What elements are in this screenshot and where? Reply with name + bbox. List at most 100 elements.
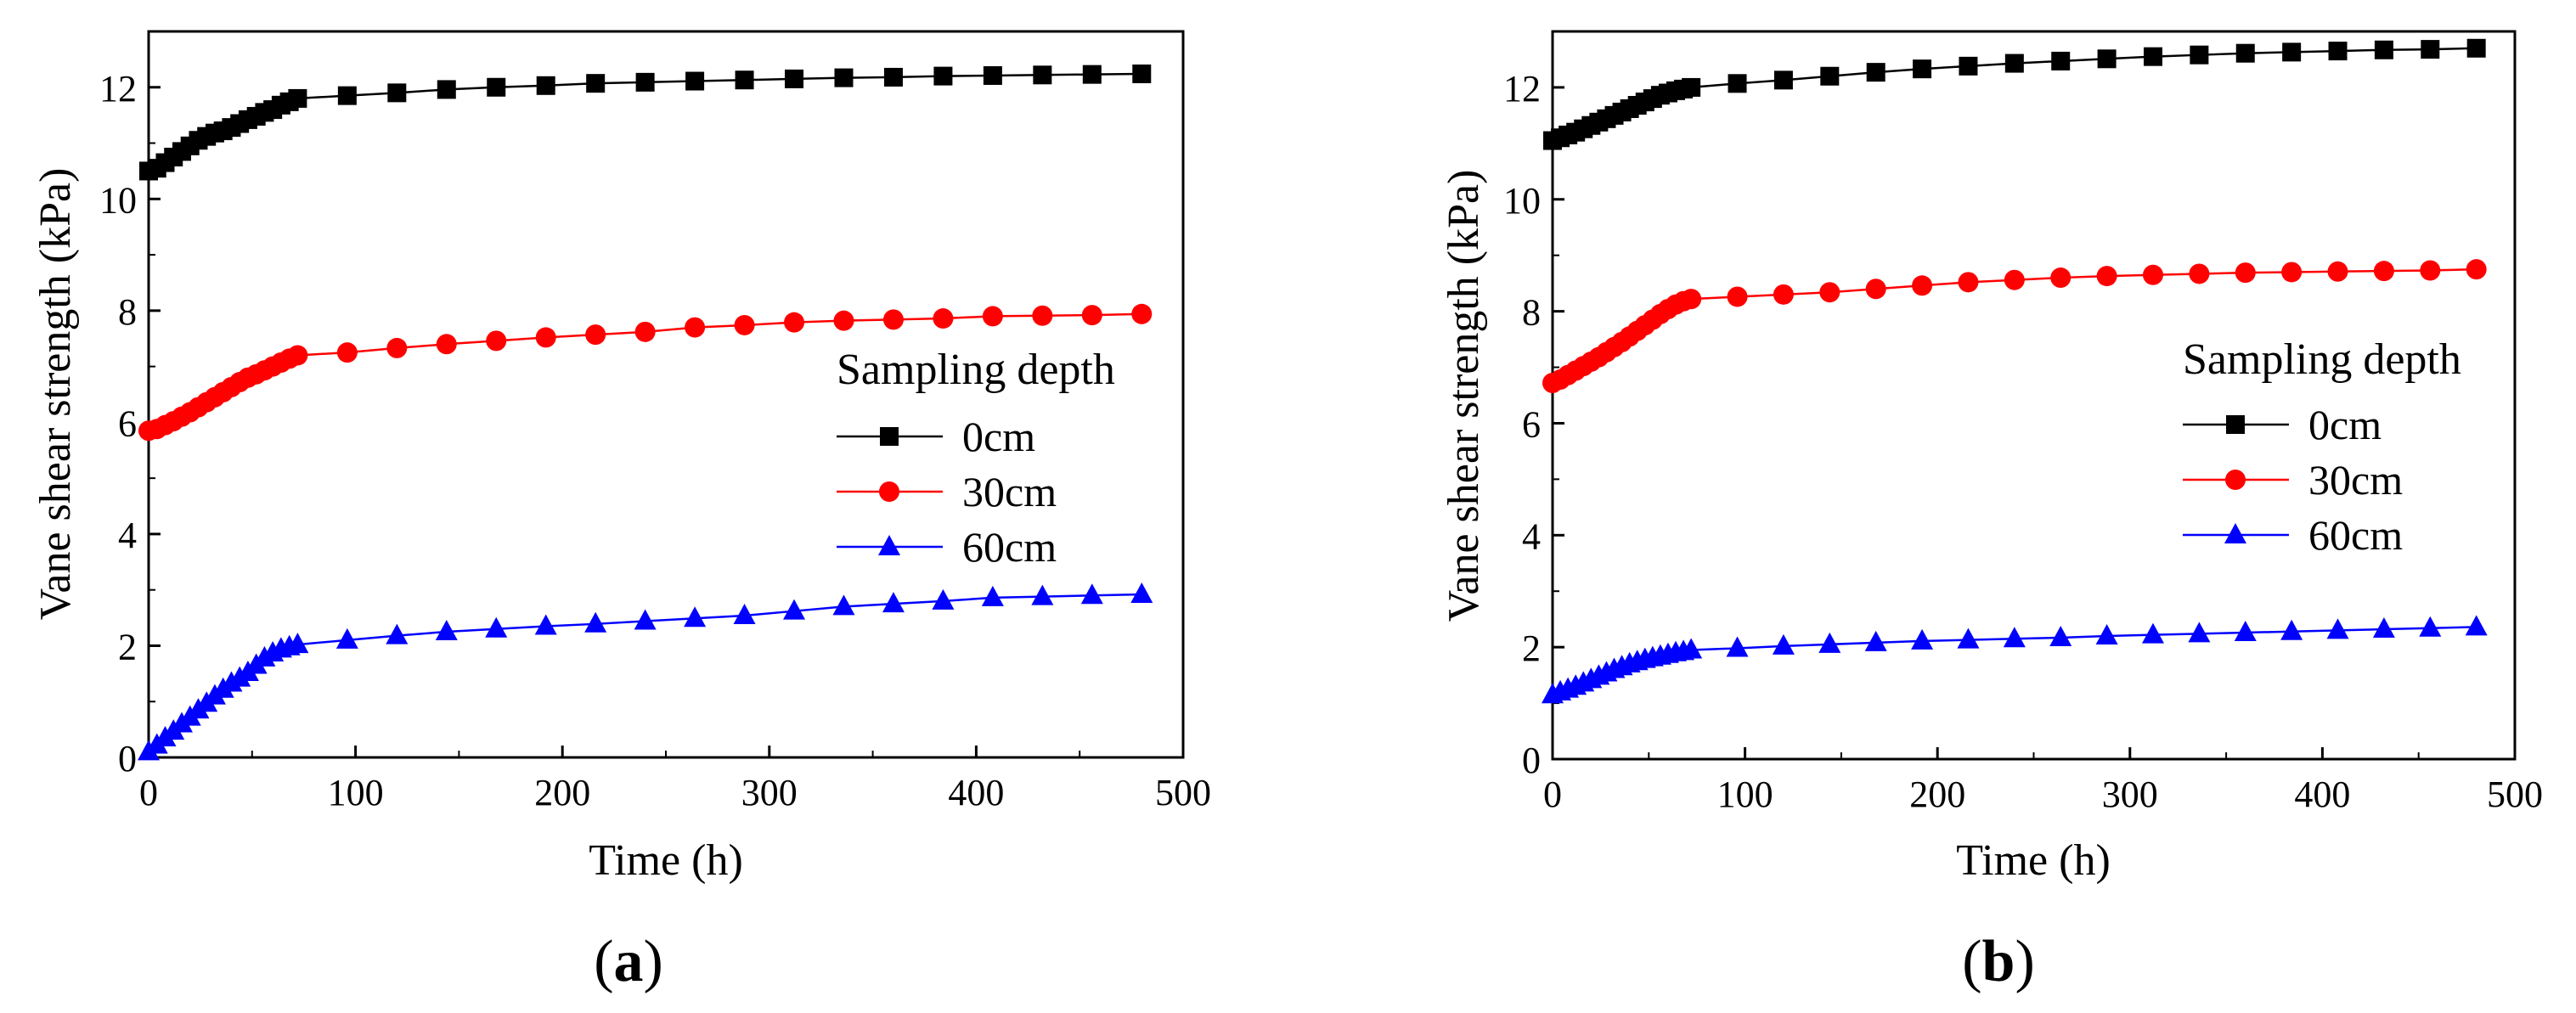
panel-b-data-point-0cm [1773,70,1793,90]
panel-a-y-tick-label: 12 [99,68,137,110]
panel-a-caption: (a) [594,929,663,994]
panel-b-legend-label: 0cm [2308,401,2382,448]
panel-a-legend: Sampling depth 0cm 30cm 60cm [837,346,1115,571]
panel-a-data-point-60cm [932,588,955,610]
panel-b-x-tick-label: 100 [1717,774,1773,815]
panel-b-data-point-60cm [1864,630,1887,651]
panel-b-legend-title: Sampling depth [2183,335,2461,384]
panel-a-data-point-30cm [535,327,556,348]
panel-b-x-tick-label: 300 [2102,774,2158,815]
panel-a-series [138,64,1153,761]
panel-b-caption-letter: b [1982,929,2015,994]
panel-b-data-point-30cm [2096,266,2117,287]
panel-b-y-tick-label: 10 [1503,180,1541,222]
panel-b-data-point-60cm [2280,619,2303,640]
panel-a-legend-marker [880,427,899,446]
panel-a-data-point-30cm [287,345,308,366]
panel-a-data-point-30cm [585,324,606,346]
panel-b-legend-label: 30cm [2308,456,2403,504]
panel-b-data-point-60cm [1911,628,1934,650]
panel-b-data-point-0cm [2466,38,2486,58]
panel-a-data-point-30cm [734,314,755,335]
panel-b-data-point-60cm [2234,621,2257,642]
panel-a-caption-open: ( [594,929,613,994]
panel-a-data-point-0cm [487,77,506,97]
panel-b-data-point-0cm [2374,40,2393,59]
panel-a-y-ticks: 0 2 4 6 8 10 12 [99,68,161,779]
panel-a-data-point-30cm [882,309,904,330]
panel-a-data-point-30cm [1131,303,1153,324]
panel-b-legend-entries: 0cm 30cm 60cm [2183,401,2403,559]
panel-b-caption-open: ( [1962,929,1981,994]
panel-a-data-point-60cm [534,614,557,635]
panel-b-y-tick-label: 8 [1522,292,1541,334]
panel-a-data-point-0cm [437,80,456,99]
panel-a-data-point-30cm [486,330,507,352]
panel-b-legend-label: 60cm [2308,511,2403,559]
panel-a-data-point-0cm [288,88,307,108]
panel-b-data-point-30cm [2420,260,2441,281]
panel-a-legend-marker [878,535,900,555]
panel-b-x-ticks: 0 100 200 300 400 500 [1543,747,2543,815]
panel-b-x-tick-label: 500 [2487,774,2543,815]
panel-b-series-30cm [1542,259,2487,393]
panel-a-data-point-0cm [685,71,705,91]
panel-b-data-point-30cm [2235,262,2256,284]
panel-a-legend-label: 30cm [962,468,1057,515]
panel-b-data-point-0cm [2051,51,2071,70]
panel-b-data-point-60cm [1957,627,1980,649]
panel-b-series-0cm [1543,38,2486,150]
panel-a-y-tick-label: 8 [118,291,137,333]
panel-b-data-point-60cm [2049,625,2072,646]
panel-b-data-point-0cm [2421,40,2440,59]
panel-b-y-tick-label: 12 [1503,68,1541,110]
panel-b-data-point-30cm [1958,272,1979,293]
panel-a-y-tick-label: 0 [118,738,137,779]
panel-a-data-point-60cm [981,585,1004,606]
panel-a-caption-letter: a [614,929,644,994]
panel-a-data-point-60cm [485,616,508,638]
panel-b-data-point-30cm [2281,262,2303,283]
panel-a-data-point-60cm [684,606,707,627]
panel-a-data-point-60cm [1080,583,1103,605]
panel-a-y-tick-label: 2 [118,626,137,667]
panel-a-data-point-0cm [785,69,804,88]
panel-a-data-point-60cm [783,599,806,620]
panel-a-data-point-60cm [1031,584,1054,605]
panel-a-data-point-0cm [933,66,953,86]
panel-b-y-ticks: 0 2 4 6 8 10 12 [1503,68,1564,781]
panel-b-data-point-0cm [2190,45,2209,65]
panel-a-data-point-60cm [634,609,657,630]
panel-a-caption-close: ) [644,929,663,994]
panel-a-data-point-60cm [435,620,458,641]
panel-b-data-point-0cm [2143,47,2162,66]
panel-b-data-point-0cm [1959,56,1978,76]
panel-a-data-point-60cm [386,623,409,644]
panel-b-data-point-0cm [2282,42,2302,62]
panel-a-x-tick-label: 500 [1155,772,1211,813]
panel-a-x-tick-label: 200 [534,772,590,813]
panel-b-legend-entry-0cm: 0cm [2183,401,2382,448]
panel-a-series-30cm [138,303,1153,442]
panel-b-legend-marker [2226,415,2245,434]
panel-b-legend-entry-60cm: 60cm [2183,511,2403,559]
panel-b-legend-marker [2224,523,2246,543]
panel-a-series-0cm [139,64,1152,181]
panel-a-data-point-60cm [584,611,607,633]
panel-a-data-point-30cm [685,317,706,338]
panel-b-y-tick-label: 2 [1522,627,1541,669]
panel-a-legend-entry-60cm: 60cm [837,523,1057,571]
panel-a-data-point-60cm [733,603,756,624]
panel-a-y-tick-label: 6 [118,402,137,444]
panel-b-x-tick-label: 400 [2294,774,2350,815]
panel-a-data-point-60cm [832,594,855,616]
panel-a-legend-label: 60cm [962,523,1057,571]
panel-a-legend-label: 0cm [962,413,1035,460]
panel-a-data-point-0cm [635,72,655,92]
panel-a-data-point-0cm [1082,65,1102,84]
panel-a-data-point-30cm [982,306,1003,327]
panel-a-data-point-0cm [735,70,754,90]
panel-b-data-point-30cm [1727,286,1748,307]
panel-b-x-tick-label: 200 [1909,774,1965,815]
panel-a-data-point-0cm [337,86,357,105]
